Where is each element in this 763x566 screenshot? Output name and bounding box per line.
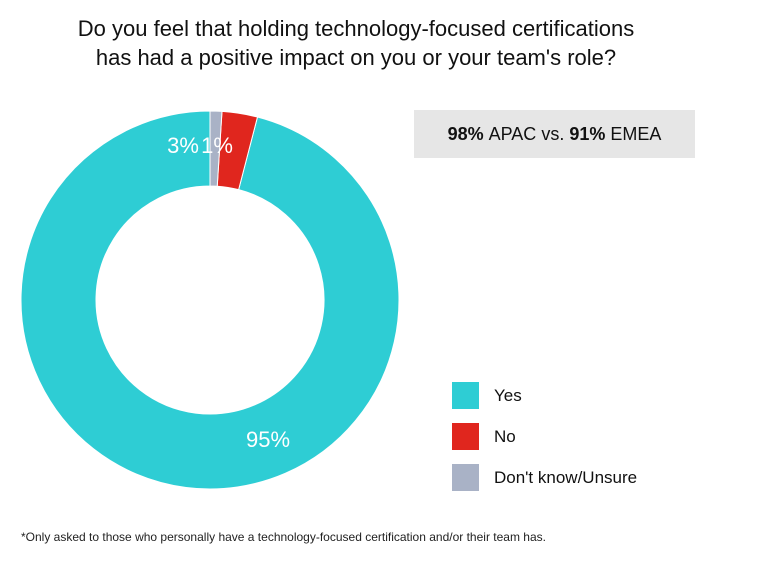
chart-title-line-1: Do you feel that holding technology-focu…	[77, 16, 635, 41]
apac-label: APAC	[488, 123, 537, 144]
legend-item-no: No	[452, 423, 637, 450]
footnote: *Only asked to those who personally have…	[21, 530, 546, 544]
legend-swatch-no	[452, 423, 479, 450]
legend-swatch-yes	[452, 382, 479, 409]
chart-title-line-2: has had a positive impact on you or your…	[95, 45, 617, 70]
donut-slice-0	[20, 110, 400, 490]
chart-title: Do you feel that holding technology-focu…	[0, 14, 712, 72]
legend-label-yes: Yes	[494, 385, 522, 405]
donut-slice-2	[209, 110, 223, 187]
legend-item-yes: Yes	[452, 382, 637, 409]
donut-value-label-0: 95%	[246, 427, 290, 452]
legend-label-unsure: Don't know/Unsure	[494, 467, 638, 487]
legend-swatch-unsure	[452, 464, 479, 491]
donut-value-label-2: 1%	[201, 133, 233, 158]
apac-value: 98%	[447, 123, 484, 144]
legend: Yes No Don't know/Unsure	[452, 382, 637, 505]
region-comparison-callout: 98% APAC vs. 91% EMEA	[414, 110, 695, 158]
emea-value: 91%	[569, 123, 606, 144]
donut-value-label-1: 3%	[167, 133, 199, 158]
legend-item-unsure: Don't know/Unsure	[452, 464, 637, 491]
emea-label: EMEA	[610, 123, 662, 144]
vs-separator: vs.	[541, 123, 565, 144]
legend-label-no: No	[494, 426, 516, 446]
